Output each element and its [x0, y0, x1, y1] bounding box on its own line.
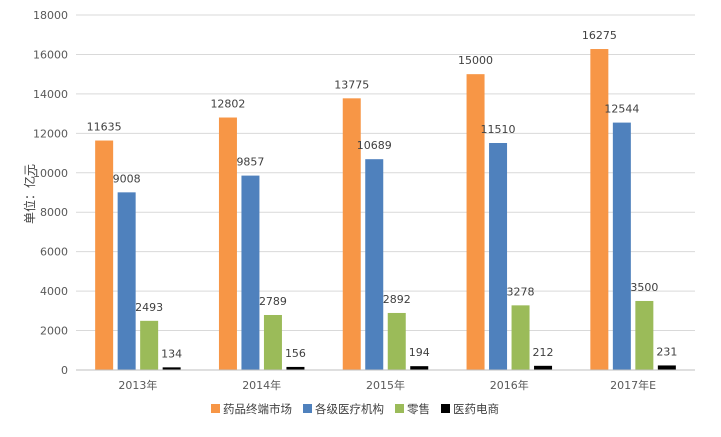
- data-label: 16275: [582, 29, 617, 42]
- data-label: 15000: [458, 54, 493, 67]
- data-label: 134: [161, 347, 182, 360]
- data-label: 3500: [630, 281, 658, 294]
- x-axis-categories: 2013年 2014年 2015年 2016年 2017年E: [118, 378, 656, 392]
- bar-1-1: [95, 140, 114, 370]
- bar-4-4: [534, 365, 553, 370]
- bar-2-3: [365, 159, 384, 370]
- x-category-label: 2016年: [490, 378, 529, 392]
- bar-3-2: [263, 314, 282, 370]
- gridlines: [76, 14, 695, 332]
- bar-1-2: [218, 117, 237, 370]
- y-tick-label: 16000: [33, 48, 68, 61]
- data-label: 11510: [481, 123, 516, 136]
- x-category-label: 2014年: [242, 378, 281, 392]
- y-tick-label: 10000: [33, 167, 68, 180]
- bar-2-5: [612, 122, 631, 370]
- y-tick-label: 2000: [40, 325, 68, 338]
- bar-3-3: [387, 312, 406, 370]
- data-label: 2892: [383, 293, 411, 306]
- legend-swatch: [395, 404, 404, 413]
- x-category-label: 2017年E: [610, 378, 656, 392]
- bar-2-4: [489, 142, 508, 370]
- legend: 药品终端市场 各级医疗机构 零售 医药电商: [211, 402, 499, 416]
- bar-1-3: [342, 98, 361, 370]
- legend-item-label: 零售: [407, 402, 430, 416]
- bar-2-1: [117, 192, 136, 370]
- data-label: 12544: [604, 103, 639, 116]
- y-tick-label: 0: [61, 364, 68, 377]
- bar-4-1: [162, 367, 181, 370]
- bar-3-1: [140, 320, 159, 370]
- legend-item-label: 各级医疗机构: [315, 402, 384, 416]
- y-tick-label: 12000: [33, 127, 68, 140]
- bar-1-4: [466, 74, 485, 371]
- legend-item-label: 医药电商: [453, 402, 499, 416]
- x-category-label: 2013年: [118, 378, 157, 392]
- data-label: 2789: [259, 295, 287, 308]
- data-label: 194: [409, 346, 430, 359]
- data-label: 13775: [334, 78, 369, 91]
- y-axis-label: 单位：亿元: [22, 164, 37, 224]
- bar-2-2: [241, 175, 260, 370]
- data-label: 3278: [507, 285, 535, 298]
- data-label: 10689: [357, 139, 392, 152]
- legend-swatch: [211, 404, 220, 413]
- data-label: 9008: [113, 172, 141, 185]
- legend-item-label: 药品终端市场: [223, 402, 292, 416]
- bar-4-3: [410, 366, 429, 370]
- y-tick-label: 14000: [33, 88, 68, 101]
- data-label: 11635: [87, 121, 122, 134]
- data-label: 9857: [236, 156, 264, 169]
- y-tick-label: 4000: [40, 285, 68, 298]
- bars: [95, 49, 676, 371]
- y-tick-label: 6000: [40, 246, 68, 259]
- y-tick-label: 18000: [33, 9, 68, 22]
- x-category-label: 2015年: [366, 378, 405, 392]
- data-label: 12802: [210, 98, 245, 111]
- data-labels: 11635 9008 2493 134 12802 9857 2789 156 13775 106…: [87, 29, 678, 360]
- data-label: 156: [285, 347, 306, 360]
- data-label: 231: [656, 345, 677, 358]
- y-tick-label: 8000: [40, 206, 68, 219]
- bar-1-5: [590, 49, 609, 370]
- data-label: 2493: [135, 301, 163, 314]
- y-axis-ticks: 0 2000 4000 6000 8000 10000 12000 14000 16000 180…: [33, 9, 68, 377]
- legend-swatch: [303, 404, 312, 413]
- bar-4-2: [286, 366, 305, 370]
- bar-3-4: [511, 305, 530, 370]
- legend-swatch: [441, 404, 450, 413]
- data-label: 212: [533, 346, 554, 359]
- bar-3-5: [635, 300, 654, 370]
- bar-4-5: [657, 365, 676, 370]
